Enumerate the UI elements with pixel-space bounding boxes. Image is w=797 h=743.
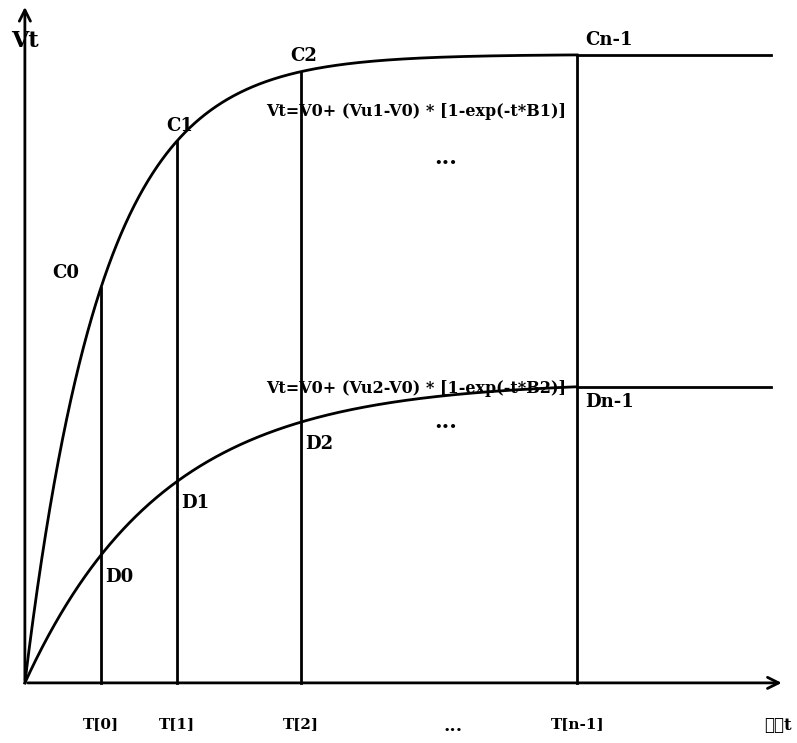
Text: D1: D1: [181, 494, 209, 512]
Text: C0: C0: [53, 264, 80, 282]
Text: 时刻t: 时刻t: [764, 718, 791, 734]
Text: T[1]: T[1]: [159, 718, 194, 731]
Text: Vt: Vt: [11, 30, 39, 52]
Text: T[2]: T[2]: [283, 718, 319, 731]
Text: D2: D2: [305, 435, 333, 452]
Text: Cn-1: Cn-1: [586, 30, 633, 48]
Text: Vt=V0+ (Vu1-V0) * [1-exp(-t*B1)]: Vt=V0+ (Vu1-V0) * [1-exp(-t*B1)]: [266, 103, 567, 120]
Text: C1: C1: [166, 117, 193, 135]
Text: ...: ...: [443, 718, 462, 736]
Text: D0: D0: [105, 568, 133, 585]
Text: ...: ...: [434, 411, 457, 433]
Text: C2: C2: [290, 48, 317, 65]
Text: Dn-1: Dn-1: [586, 393, 634, 411]
Text: T[n-1]: T[n-1]: [551, 718, 604, 731]
Text: Vt=V0+ (Vu2-V0) * [1-exp(-t*B2)]: Vt=V0+ (Vu2-V0) * [1-exp(-t*B2)]: [266, 380, 567, 397]
Text: ...: ...: [434, 147, 457, 169]
Text: T[0]: T[0]: [83, 718, 119, 731]
